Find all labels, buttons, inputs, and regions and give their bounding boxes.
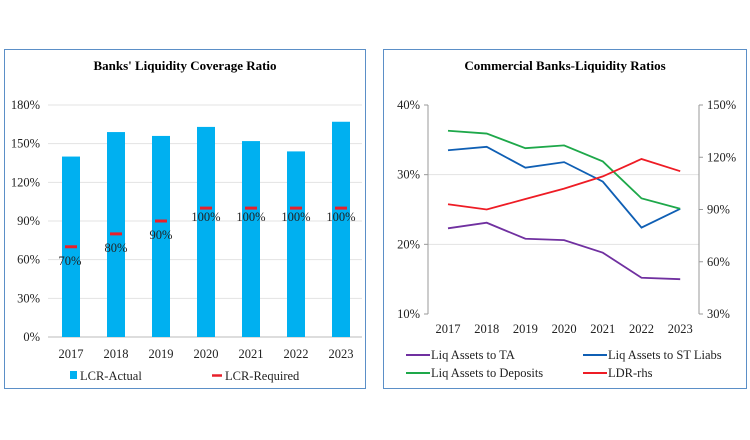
bar-lcr-actual bbox=[242, 141, 260, 337]
data-label-lcr-required: 100% bbox=[281, 210, 310, 224]
series-line-liq-assets-to-deposits bbox=[447, 129, 681, 210]
series-line-liq-assets-to-ta bbox=[447, 221, 681, 281]
x-tick-label: 2018 bbox=[104, 347, 129, 361]
legend-label: Liq Assets to Deposits bbox=[431, 366, 543, 380]
series-line-liq-assets-to-st-liabs bbox=[447, 145, 681, 229]
y2-tick-label: 90% bbox=[707, 203, 730, 217]
x-tick-label: 2022 bbox=[629, 322, 654, 336]
x-tick-label: 2017 bbox=[59, 347, 84, 361]
y-tick-label: 150% bbox=[11, 137, 40, 151]
y2-tick-label: 120% bbox=[707, 150, 736, 164]
y2-tick-label: 30% bbox=[707, 307, 730, 321]
x-tick-label: 2021 bbox=[590, 322, 615, 336]
x-tick-label: 2023 bbox=[668, 322, 693, 336]
data-label-lcr-required: 90% bbox=[150, 228, 173, 242]
x-tick-label: 2020 bbox=[194, 347, 219, 361]
liquidity-ratios-chart-title: Commercial Banks-Liquidity Ratios bbox=[464, 58, 666, 73]
legend-label-lcr-actual: LCR-Actual bbox=[80, 369, 142, 383]
data-label-lcr-required: 80% bbox=[105, 241, 128, 255]
x-tick-label: 2021 bbox=[239, 347, 264, 361]
y-tick-label: 40% bbox=[397, 98, 420, 112]
x-tick-label: 2017 bbox=[436, 322, 461, 336]
x-tick-label: 2022 bbox=[284, 347, 309, 361]
liquidity-ratios-chart-panel: Commercial Banks-Liquidity Ratios bbox=[383, 49, 747, 389]
bar-lcr-actual bbox=[287, 151, 305, 337]
data-label-lcr-required: 100% bbox=[236, 210, 265, 224]
data-label-lcr-required: 100% bbox=[191, 210, 220, 224]
y-tick-label: 90% bbox=[17, 214, 40, 228]
x-tick-label: 2020 bbox=[552, 322, 577, 336]
y-tick-label: 30% bbox=[17, 291, 40, 305]
legend-label: LDR-rhs bbox=[608, 366, 653, 380]
x-tick-label: 2019 bbox=[513, 322, 538, 336]
y-tick-label: 20% bbox=[397, 237, 420, 251]
y2-tick-label: 60% bbox=[707, 255, 730, 269]
lcr-chart-title: Banks' Liquidity Coverage Ratio bbox=[93, 58, 277, 73]
legend-label-lcr-required: LCR-Required bbox=[225, 369, 300, 383]
legend-label: Liq Assets to TA bbox=[431, 348, 515, 362]
y-tick-label: 120% bbox=[11, 175, 40, 189]
y-tick-label: 180% bbox=[11, 98, 40, 112]
legend-label: Liq Assets to ST Liabs bbox=[608, 348, 722, 362]
y-tick-label: 10% bbox=[397, 307, 420, 321]
x-tick-label: 2019 bbox=[149, 347, 174, 361]
y-tick-label: 30% bbox=[397, 168, 420, 182]
x-tick-label: 2023 bbox=[329, 347, 354, 361]
bar-lcr-actual bbox=[197, 126, 215, 338]
y2-tick-label: 150% bbox=[707, 98, 736, 112]
y-tick-label: 60% bbox=[17, 253, 40, 267]
y-tick-label: 0% bbox=[23, 330, 40, 344]
bar-lcr-actual bbox=[152, 135, 170, 337]
bar-lcr-actual bbox=[332, 121, 350, 337]
legend-swatch-lcr-actual bbox=[70, 371, 77, 379]
data-label-lcr-required: 70% bbox=[59, 254, 82, 268]
series-line-ldr-rhs bbox=[447, 158, 681, 211]
x-tick-label: 2018 bbox=[474, 322, 499, 336]
data-label-lcr-required: 100% bbox=[326, 210, 355, 224]
